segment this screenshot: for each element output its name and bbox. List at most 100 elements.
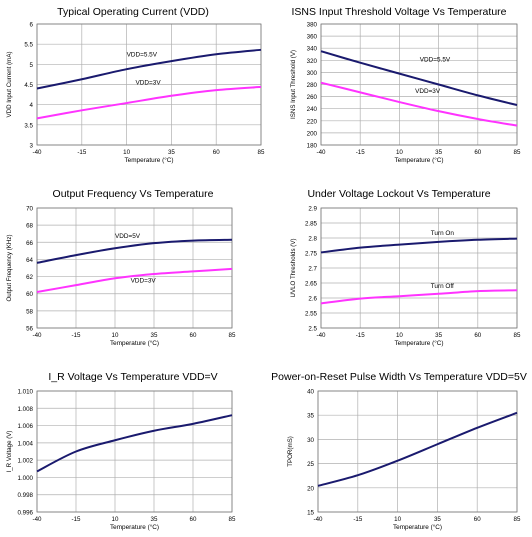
x-tick-label: 10 <box>394 516 401 523</box>
y-tick-label: 64 <box>26 257 33 264</box>
x-axis-label: Temperature (°C) <box>393 523 442 531</box>
x-tick-label: 60 <box>474 332 481 339</box>
y-tick-label: 56 <box>26 326 33 333</box>
y-tick-label: 4.5 <box>24 82 33 89</box>
y-tick-label: 300 <box>307 70 318 77</box>
y-tick-label: 2.6 <box>308 296 317 303</box>
series-line <box>36 267 233 293</box>
x-tick-label: 60 <box>190 332 197 339</box>
y-tick-label: 5.5 <box>24 42 33 49</box>
x-tick-label: 10 <box>112 516 119 523</box>
x-tick-label: 35 <box>435 149 442 156</box>
x-tick-label: -15 <box>72 332 82 339</box>
chart-svg: 15 20 25 30 35 40 -40 -15 10 35 60 85 Temperature (°… <box>287 389 521 532</box>
x-tick-label: -40 <box>33 332 43 339</box>
series-line <box>36 85 262 120</box>
x-tick-label: 35 <box>151 516 158 523</box>
series-line <box>320 81 518 127</box>
series-line <box>320 50 518 107</box>
x-tick-label: -15 <box>353 516 363 523</box>
chart-por-pulse-width: Power-on-Reset Pulse Width Vs Temperatur… <box>266 364 532 537</box>
chart-svg: 180 200 220 240 260 280 300 320 340 360 380 -40 -15 1… <box>290 22 521 165</box>
x-tick-label: 10 <box>396 149 403 156</box>
x-axis-label: Temperature (°C) <box>110 523 159 531</box>
y-axis-label: UVLO Thresholds (V) <box>290 238 297 297</box>
x-tick-label: 60 <box>474 516 481 523</box>
y-tick-label: 320 <box>307 58 318 65</box>
chart-uvlo: Under Voltage Lockout Vs Temperature 2.5… <box>266 182 532 357</box>
y-tick-label: 3.5 <box>24 122 33 129</box>
x-tick-label: 10 <box>396 332 403 339</box>
y-tick-label: 2.7 <box>308 266 317 273</box>
y-tick-label: 5 <box>30 62 34 69</box>
x-tick-label: 85 <box>514 332 521 339</box>
y-tick-label: 6 <box>30 22 34 29</box>
y-tick-label: 35 <box>307 413 314 420</box>
x-tick-label: -15 <box>356 332 366 339</box>
chart-ir-voltage: I_R Voltage Vs Temperature VDD=V 0.996 0.… <box>0 364 266 537</box>
plot-frame <box>36 207 233 329</box>
y-tick-label: 280 <box>307 82 318 89</box>
y-tick-label: 360 <box>307 34 318 41</box>
y-tick-label: 70 <box>26 206 33 213</box>
x-tick-label: 35 <box>434 516 441 523</box>
y-tick-label: 40 <box>307 389 314 396</box>
y-tick-label: 2.55 <box>305 311 318 318</box>
chart-title: Power-on-Reset Pulse Width Vs Temperatur… <box>271 371 527 383</box>
y-tick-label: 60 <box>26 291 33 298</box>
chart-svg: 0.996 0.998 1.000 1.002 1.004 1.006 1.008 1.010… <box>6 389 236 532</box>
y-tick-label: 1.008 <box>18 406 34 413</box>
x-tick-label: 35 <box>151 332 158 339</box>
chart-output-frequency: Output Frequency Vs Temperature 56 58 60 62… <box>0 182 266 357</box>
series-annotation: VDD=3V <box>136 80 162 87</box>
chart-title: Under Voltage Lockout Vs Temperature <box>307 188 491 200</box>
chart-operating-current: Typical Operating Current (VDD) 3 3.5 4 4.5… <box>0 0 266 175</box>
plot-frame <box>320 23 518 146</box>
y-tick-label: 380 <box>307 22 318 29</box>
plot-frame <box>317 390 518 513</box>
chart-svg: 56 58 60 62 64 66 68 70 -40 -15 10 35 60 85 VDD=5V VDD=… <box>6 206 236 348</box>
x-axis-label: Temperature (°C) <box>394 339 443 347</box>
y-tick-label: 1.010 <box>18 389 34 396</box>
x-tick-label: 60 <box>190 516 197 523</box>
x-tick-label: -40 <box>314 516 324 523</box>
y-tick-label: 1.004 <box>18 440 34 447</box>
y-axis-label: TPOR(mS) <box>287 436 294 467</box>
x-tick-label: -15 <box>356 149 366 156</box>
x-tick-label: 35 <box>168 149 175 156</box>
series-annotation: VDD=3V <box>131 278 157 285</box>
series-line <box>320 289 518 305</box>
y-tick-label: 260 <box>307 94 318 101</box>
y-tick-label: 2.8 <box>308 236 317 243</box>
series-line <box>36 238 233 264</box>
y-tick-label: 62 <box>26 274 33 281</box>
x-tick-label: 85 <box>514 516 521 523</box>
x-tick-label: 85 <box>514 149 521 156</box>
x-tick-label: 60 <box>213 149 220 156</box>
plot-frame <box>320 207 518 329</box>
x-axis-label: Temperature (°C) <box>124 156 173 164</box>
y-tick-label: 340 <box>307 46 318 53</box>
y-tick-label: 58 <box>26 308 33 315</box>
series-line <box>320 237 518 254</box>
x-tick-label: -40 <box>317 149 327 156</box>
y-tick-label: 2.9 <box>308 206 317 213</box>
y-tick-label: 68 <box>26 223 33 230</box>
y-tick-label: 15 <box>307 510 314 517</box>
y-axis-label: VDD Input Current (mA) <box>6 51 13 117</box>
series-annotation: Turn Off <box>431 283 454 290</box>
x-tick-label: -15 <box>77 149 87 156</box>
y-tick-label: 0.998 <box>18 492 34 499</box>
y-tick-label: 30 <box>307 437 314 444</box>
x-tick-label: 35 <box>435 332 442 339</box>
y-tick-label: 66 <box>26 240 33 247</box>
y-axis-label: ISNS Input Threshold (V) <box>290 50 297 119</box>
x-tick-label: 85 <box>229 516 236 523</box>
y-axis-label: Output Frequency (KHz) <box>6 234 13 301</box>
series-line <box>36 48 262 90</box>
y-tick-label: 220 <box>307 118 318 125</box>
y-tick-label: 200 <box>307 130 318 137</box>
series-annotation: VDD=3V <box>415 88 441 95</box>
series-annotation: Turn On <box>431 230 455 237</box>
y-tick-label: 2.65 <box>305 281 318 288</box>
